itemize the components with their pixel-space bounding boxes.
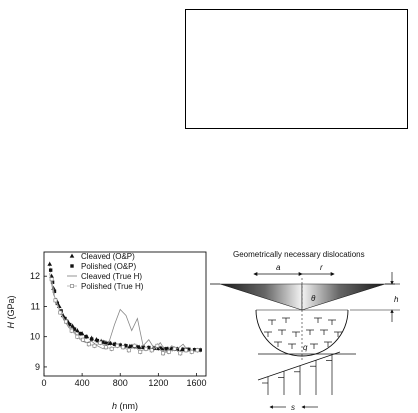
data-point	[86, 342, 91, 347]
data-point	[126, 348, 131, 353]
data-point	[69, 328, 74, 333]
data-point	[49, 277, 54, 282]
s-label: s	[291, 403, 295, 412]
y-tick-label: 10	[30, 332, 40, 342]
data-point	[132, 343, 137, 348]
data-point	[53, 298, 58, 303]
data-point	[181, 347, 185, 352]
x-axis-label: h (nm)	[112, 401, 138, 411]
data-point	[184, 348, 188, 353]
data-point	[158, 346, 162, 350]
data-point	[68, 322, 72, 327]
data-point	[104, 345, 108, 350]
data-point	[118, 343, 122, 347]
data-point	[52, 289, 57, 294]
data-point	[48, 268, 53, 272]
data-point	[155, 343, 160, 348]
y-tick-label: 9	[35, 362, 40, 372]
y-axis-label: H (GPa)	[6, 295, 16, 328]
data-point	[81, 337, 85, 342]
data-point	[192, 347, 197, 352]
a-label: a	[276, 263, 281, 272]
data-point	[178, 351, 183, 356]
data-point	[169, 347, 174, 351]
data-point	[189, 349, 194, 354]
x-axis-unit: (nm)	[120, 401, 139, 411]
data-point	[63, 316, 67, 321]
dislocation-diagram: Geometrically necessary dislocations a r…	[210, 250, 400, 412]
q-label: q	[303, 343, 308, 352]
data-point	[75, 334, 80, 339]
series-3	[49, 276, 200, 356]
data-point	[72, 327, 77, 331]
data-point	[164, 347, 168, 351]
slope-line	[257, 351, 341, 381]
x-tick-label: 1600	[186, 378, 206, 388]
data-point	[98, 340, 103, 345]
data-point	[47, 261, 53, 266]
blank-frame	[185, 9, 408, 129]
data-point	[84, 334, 88, 339]
y-tick-label: 11	[31, 301, 40, 311]
legend-symbol	[70, 284, 74, 288]
x-axis-var: h	[112, 401, 117, 411]
y-axis-unit: (GPa)	[6, 295, 16, 319]
data-point	[89, 337, 94, 341]
data-point	[187, 347, 191, 352]
data-point	[107, 341, 111, 346]
data-point	[112, 342, 117, 346]
data-point	[195, 348, 200, 353]
data-point	[135, 345, 140, 349]
data-point	[64, 319, 68, 324]
r-label: r	[320, 263, 323, 272]
data-point	[109, 346, 114, 351]
legend-label: Polished (True H)	[81, 282, 144, 291]
data-point	[172, 346, 177, 351]
indenter-right	[301, 283, 386, 311]
data-point	[129, 344, 134, 349]
legend-symbol	[70, 264, 74, 268]
indenter-left	[219, 283, 303, 311]
data-point	[144, 346, 148, 351]
data-point	[121, 345, 125, 350]
data-point	[50, 280, 55, 284]
x-tick-label: 400	[75, 378, 90, 388]
dislocation-symbols	[264, 317, 342, 349]
diagram-title: Geometrically necessary dislocations	[233, 250, 365, 259]
x-tick-label: 1200	[148, 378, 168, 388]
legend-label: Cleaved (True H)	[81, 272, 142, 281]
legend-symbol	[69, 253, 75, 258]
x-tick-label: 0	[41, 378, 46, 388]
data-point	[75, 328, 80, 333]
legend-label: Polished (O&P)	[81, 262, 136, 271]
legend-label: Cleaved (O&P)	[81, 252, 135, 261]
data-point	[124, 344, 128, 348]
h-label: h	[394, 295, 399, 304]
y-tick-label: 12	[30, 271, 40, 281]
data-point	[115, 343, 120, 348]
data-point	[161, 351, 166, 356]
data-point	[149, 348, 154, 353]
data-point	[138, 349, 143, 354]
plot-frame	[43, 251, 207, 377]
data-point	[70, 323, 75, 328]
theta-label: θ	[311, 294, 316, 303]
plastic-zone	[255, 309, 349, 357]
data-point	[78, 331, 82, 336]
data-point	[101, 340, 105, 344]
data-point	[198, 348, 202, 352]
x-tick-label: 800	[113, 378, 128, 388]
stair-steps	[262, 354, 333, 395]
data-point	[141, 345, 145, 349]
y-axis-var: H	[6, 322, 16, 329]
data-point	[103, 340, 109, 345]
data-point	[147, 345, 151, 350]
data-point	[92, 343, 97, 348]
data-point	[95, 338, 100, 343]
data-point	[58, 310, 63, 315]
data-point	[166, 349, 171, 354]
